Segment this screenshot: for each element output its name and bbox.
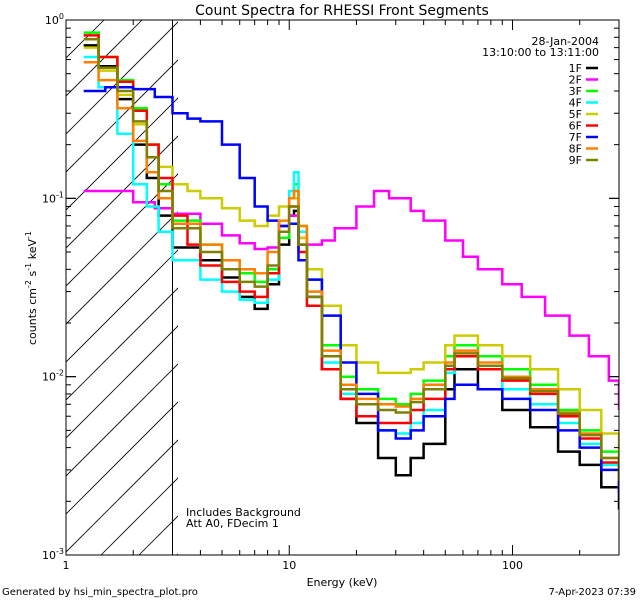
- hatch-line: [66, 97, 178, 211]
- hatch-line: [66, 211, 178, 325]
- legend-label-3F: 3F: [569, 85, 582, 98]
- x-axis-label: Energy (keV): [307, 576, 378, 589]
- hatch-line: [66, 20, 67, 21]
- hatch-line: [66, 401, 178, 515]
- legend-label-9F: 9F: [569, 154, 582, 167]
- series-9F: [83, 37, 619, 481]
- date-label: 28-Jan-2004: [532, 35, 600, 48]
- series-2F: [83, 189, 619, 410]
- y-axis-label-mid2: keV: [26, 239, 39, 263]
- axis-ticks: [65, 19, 620, 556]
- y-axis-label-mid: s: [26, 270, 39, 279]
- x-tick-label: 10: [282, 559, 296, 572]
- legend-label-7F: 7F: [569, 131, 582, 144]
- y-tick-label: 10-2: [42, 369, 64, 384]
- y-tick-label: 10-3: [42, 547, 64, 562]
- note-attenuator: Att A0, FDecim 1: [186, 517, 279, 530]
- legend-label-2F: 2F: [569, 74, 582, 87]
- hatch-line: [66, 249, 178, 363]
- hatch-line: [66, 439, 178, 553]
- legend-label-5F: 5F: [569, 108, 582, 121]
- chart-title: Count Spectra for RHESSI Front Segments: [195, 3, 489, 19]
- legend-label-6F: 6F: [569, 120, 582, 133]
- legend-label-1F: 1F: [569, 62, 582, 75]
- y-axis-label-exp2: -1: [24, 263, 33, 271]
- time-range-label: 13:10:00 to 13:11:00: [482, 46, 599, 59]
- footer-generated-by: Generated by hsi_min_spectra_plot.pro: [2, 587, 198, 598]
- note-background: Includes Background: [186, 506, 301, 519]
- footer-timestamp: 7-Apr-2023 07:39: [549, 587, 636, 598]
- y-axis-label: counts cm-2 s-1 keV-1: [24, 231, 39, 345]
- plot-frame: [65, 19, 620, 556]
- y-tick-label: 10-1: [42, 190, 64, 205]
- y-axis-label-base: counts cm: [26, 288, 39, 345]
- axis-tick-labels: 1 10 100 10-3 10-2 10-1 100: [42, 12, 523, 572]
- plot-background: [66, 20, 619, 555]
- x-tick-label: 100: [502, 559, 523, 572]
- y-axis-label-exp1: -2: [24, 280, 33, 288]
- hatch-line: [66, 363, 178, 477]
- y-tick-label: 100: [45, 12, 64, 27]
- legend-label-4F: 4F: [569, 97, 582, 110]
- hatch-line: [66, 21, 178, 135]
- legend-label-8F: 8F: [569, 143, 582, 156]
- y-axis-label-exp3: -1: [24, 231, 33, 239]
- series-layer: [83, 31, 619, 510]
- x-tick-label: 1: [63, 559, 70, 572]
